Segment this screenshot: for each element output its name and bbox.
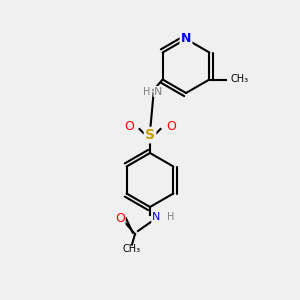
Text: CH₃: CH₃ bbox=[230, 74, 248, 85]
Text: O: O bbox=[124, 119, 134, 133]
Text: O: O bbox=[166, 119, 176, 133]
Text: S: S bbox=[145, 128, 155, 142]
Text: CH₃: CH₃ bbox=[123, 244, 141, 254]
Text: H: H bbox=[143, 86, 151, 97]
Text: H: H bbox=[167, 212, 174, 223]
Text: N: N bbox=[181, 32, 191, 46]
Text: O: O bbox=[115, 212, 125, 226]
Text: N: N bbox=[154, 86, 162, 97]
Text: N: N bbox=[152, 212, 160, 223]
